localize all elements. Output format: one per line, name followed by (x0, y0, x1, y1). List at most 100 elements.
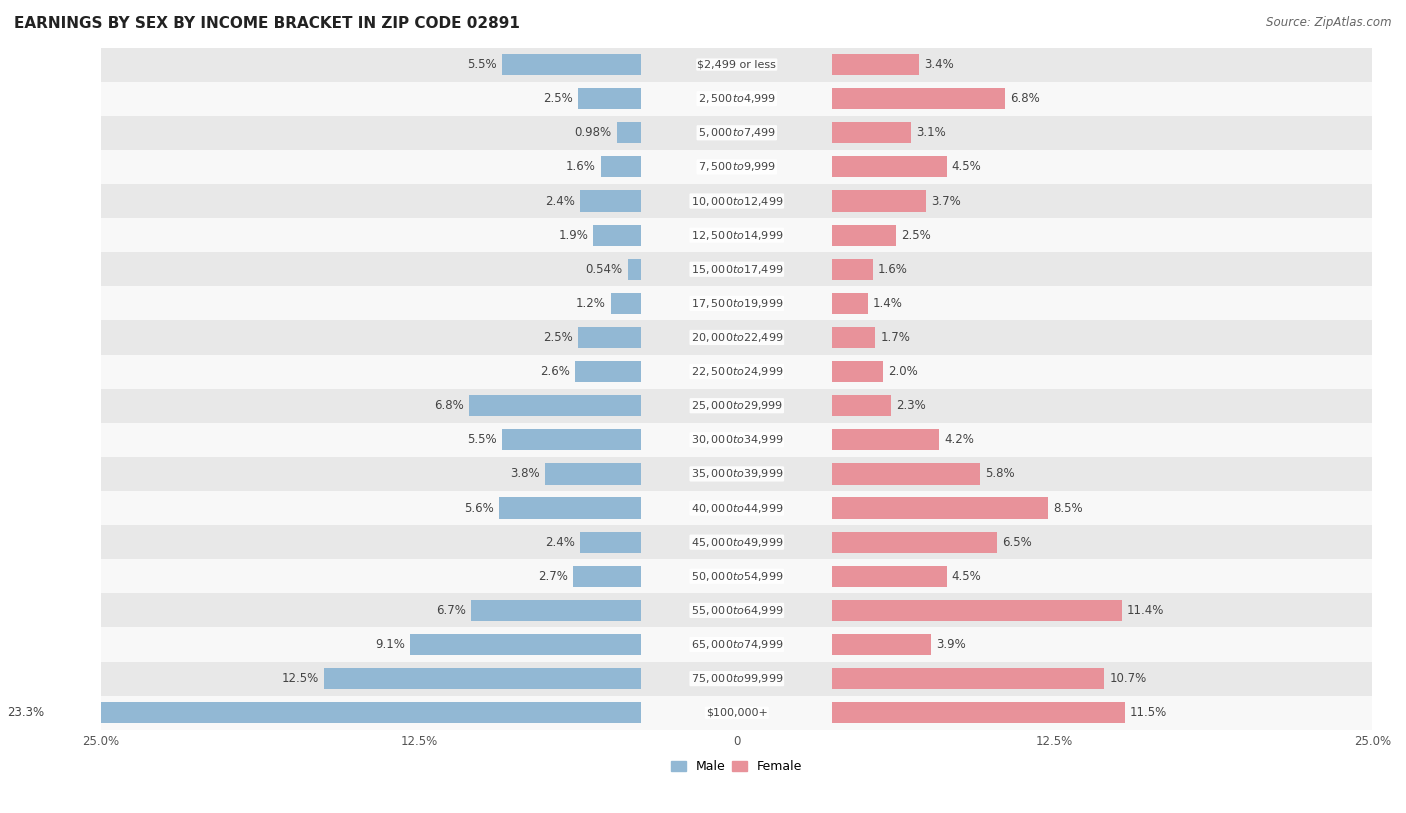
Bar (572, 566, 641, 587)
Bar (581, 190, 641, 211)
Text: 2.3%: 2.3% (896, 399, 925, 412)
Bar (468, 395, 641, 416)
Text: $35,000 to $39,999: $35,000 to $39,999 (690, 467, 783, 480)
Text: 4.5%: 4.5% (952, 570, 981, 583)
Bar (101, 320, 1372, 354)
Text: EARNINGS BY SEX BY INCOME BRACKET IN ZIP CODE 02891: EARNINGS BY SEX BY INCOME BRACKET IN ZIP… (14, 16, 520, 31)
Text: 1.9%: 1.9% (558, 228, 588, 241)
Bar (101, 696, 1372, 730)
Text: 2.4%: 2.4% (546, 194, 575, 207)
Text: 2.5%: 2.5% (901, 228, 931, 241)
Bar (832, 54, 918, 75)
Text: Source: ZipAtlas.com: Source: ZipAtlas.com (1267, 16, 1392, 29)
Text: 10.7%: 10.7% (1109, 672, 1146, 685)
Bar (49, 702, 641, 724)
Text: $20,000 to $22,499: $20,000 to $22,499 (690, 331, 783, 344)
Bar (101, 662, 1372, 696)
Text: $55,000 to $64,999: $55,000 to $64,999 (690, 604, 783, 617)
Bar (101, 286, 1372, 320)
Bar (832, 532, 997, 553)
Bar (832, 429, 939, 450)
Bar (832, 395, 890, 416)
Bar (101, 457, 1372, 491)
Text: 6.8%: 6.8% (1010, 92, 1040, 105)
Bar (101, 252, 1372, 286)
Text: 6.8%: 6.8% (433, 399, 464, 412)
Bar (581, 532, 641, 553)
Bar (101, 423, 1372, 457)
Bar (832, 190, 927, 211)
Text: 5.5%: 5.5% (467, 433, 496, 446)
Text: $15,000 to $17,499: $15,000 to $17,499 (690, 263, 783, 276)
Bar (502, 429, 641, 450)
Text: 1.2%: 1.2% (576, 297, 606, 310)
Text: $25,000 to $29,999: $25,000 to $29,999 (690, 399, 783, 412)
Bar (471, 600, 641, 621)
Text: $22,500 to $24,999: $22,500 to $24,999 (690, 365, 783, 378)
Text: 3.4%: 3.4% (924, 58, 953, 71)
Text: 12.5%: 12.5% (281, 672, 319, 685)
Bar (832, 668, 1104, 689)
Bar (101, 491, 1372, 525)
Bar (323, 668, 641, 689)
Text: 3.7%: 3.7% (931, 194, 962, 207)
Text: $30,000 to $34,999: $30,000 to $34,999 (690, 433, 783, 446)
Bar (593, 224, 641, 246)
Bar (832, 224, 896, 246)
Text: 1.7%: 1.7% (880, 331, 910, 344)
Text: $40,000 to $44,999: $40,000 to $44,999 (690, 502, 783, 515)
Bar (101, 525, 1372, 559)
Bar (101, 354, 1372, 389)
Bar (575, 361, 641, 382)
Text: 2.7%: 2.7% (538, 570, 568, 583)
Text: 2.6%: 2.6% (540, 365, 571, 378)
Bar (411, 634, 641, 655)
Bar (832, 88, 1005, 109)
Text: $45,000 to $49,999: $45,000 to $49,999 (690, 536, 783, 549)
Bar (101, 184, 1372, 218)
Text: 3.9%: 3.9% (936, 638, 966, 651)
Text: 2.0%: 2.0% (889, 365, 918, 378)
Bar (101, 389, 1372, 423)
Bar (832, 566, 946, 587)
Bar (101, 628, 1372, 662)
Legend: Male, Female: Male, Female (666, 755, 807, 778)
Text: 5.5%: 5.5% (467, 58, 496, 71)
Text: 11.5%: 11.5% (1129, 706, 1167, 720)
Bar (499, 498, 641, 519)
Bar (612, 293, 641, 314)
Text: 1.6%: 1.6% (565, 160, 596, 173)
Text: 6.7%: 6.7% (436, 604, 465, 617)
Bar (832, 259, 873, 280)
Bar (832, 361, 883, 382)
Bar (578, 327, 641, 348)
Bar (832, 156, 946, 177)
Bar (832, 702, 1125, 724)
Text: 0.98%: 0.98% (574, 126, 612, 139)
Text: 6.5%: 6.5% (1002, 536, 1032, 549)
Text: 1.6%: 1.6% (877, 263, 908, 276)
Text: 3.8%: 3.8% (510, 467, 540, 480)
Bar (502, 54, 641, 75)
Bar (832, 498, 1049, 519)
Text: 2.5%: 2.5% (543, 92, 572, 105)
Text: 5.8%: 5.8% (984, 467, 1014, 480)
Bar (617, 122, 641, 143)
Text: 23.3%: 23.3% (7, 706, 44, 720)
Bar (578, 88, 641, 109)
Text: 2.5%: 2.5% (543, 331, 572, 344)
Bar (101, 218, 1372, 252)
Bar (101, 593, 1372, 628)
Text: 0.54%: 0.54% (585, 263, 623, 276)
Bar (101, 81, 1372, 115)
Text: $12,500 to $14,999: $12,500 to $14,999 (690, 228, 783, 241)
Text: 4.2%: 4.2% (943, 433, 974, 446)
Bar (627, 259, 641, 280)
Text: 8.5%: 8.5% (1053, 502, 1083, 515)
Bar (101, 150, 1372, 184)
Text: $10,000 to $12,499: $10,000 to $12,499 (690, 194, 783, 207)
Bar (832, 293, 868, 314)
Text: 2.4%: 2.4% (546, 536, 575, 549)
Text: $2,499 or less: $2,499 or less (697, 59, 776, 70)
Bar (832, 327, 876, 348)
